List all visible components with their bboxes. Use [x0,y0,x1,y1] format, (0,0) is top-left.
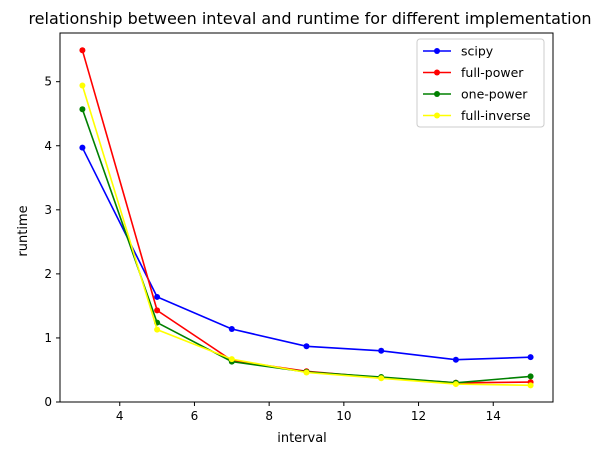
legend-swatch-marker [434,112,440,119]
legend-label: full-inverse [461,108,531,123]
x-tick-label: 8 [265,409,273,423]
data-point [378,347,385,354]
legend-swatch-marker [434,91,440,97]
data-point [303,369,310,376]
legend-swatch-marker [434,69,440,76]
y-tick-label: 3 [44,203,52,217]
data-point [154,293,161,300]
x-tick-label: 14 [486,409,501,423]
legend-swatch-marker [434,48,440,54]
data-point [154,326,161,333]
legend-box [416,38,545,128]
legend-entry-full-power: full-power [423,65,524,80]
legend-entry-scipy: scipy [423,44,494,59]
legend-label: one-power [461,87,528,102]
x-tick-label: 4 [116,409,124,423]
series-full-inverse [79,82,534,389]
data-point [452,356,459,363]
data-point [527,373,534,380]
plot-frame [59,32,554,403]
data-point [79,144,86,151]
series-layer [79,47,534,389]
data-point [79,106,86,113]
legend-label: scipy [461,44,494,59]
data-point [228,325,235,332]
legend: scipy full-power one-power full-inverse [416,38,545,128]
data-point [228,356,235,363]
chart-title: relationship between inteval and runtime… [28,9,591,28]
data-point [79,82,86,89]
y-tick-label: 5 [44,75,52,89]
series-scipy [79,144,534,363]
data-point [303,343,310,350]
y-tick-label: 0 [44,395,52,409]
x-tick-label: 10 [336,409,351,423]
data-point [79,47,86,54]
x-tick-label: 12 [411,409,426,423]
data-point [527,382,534,389]
x-axis-label: interval [277,431,327,446]
y-axis-label: runtime [16,205,31,256]
y-tick-label: 2 [44,267,52,281]
data-point [378,375,385,382]
y-tick-label: 1 [44,331,52,345]
x-tick-label: 6 [191,409,199,423]
legend-entry-one-power: one-power [423,87,528,102]
data-point [154,307,161,314]
legend-entry-full-inverse: full-inverse [423,108,531,123]
y-tick-label: 4 [44,139,52,153]
axes-frame [59,32,554,403]
data-point [527,354,534,361]
legend-label: full-power [461,65,524,80]
data-point [452,381,459,388]
